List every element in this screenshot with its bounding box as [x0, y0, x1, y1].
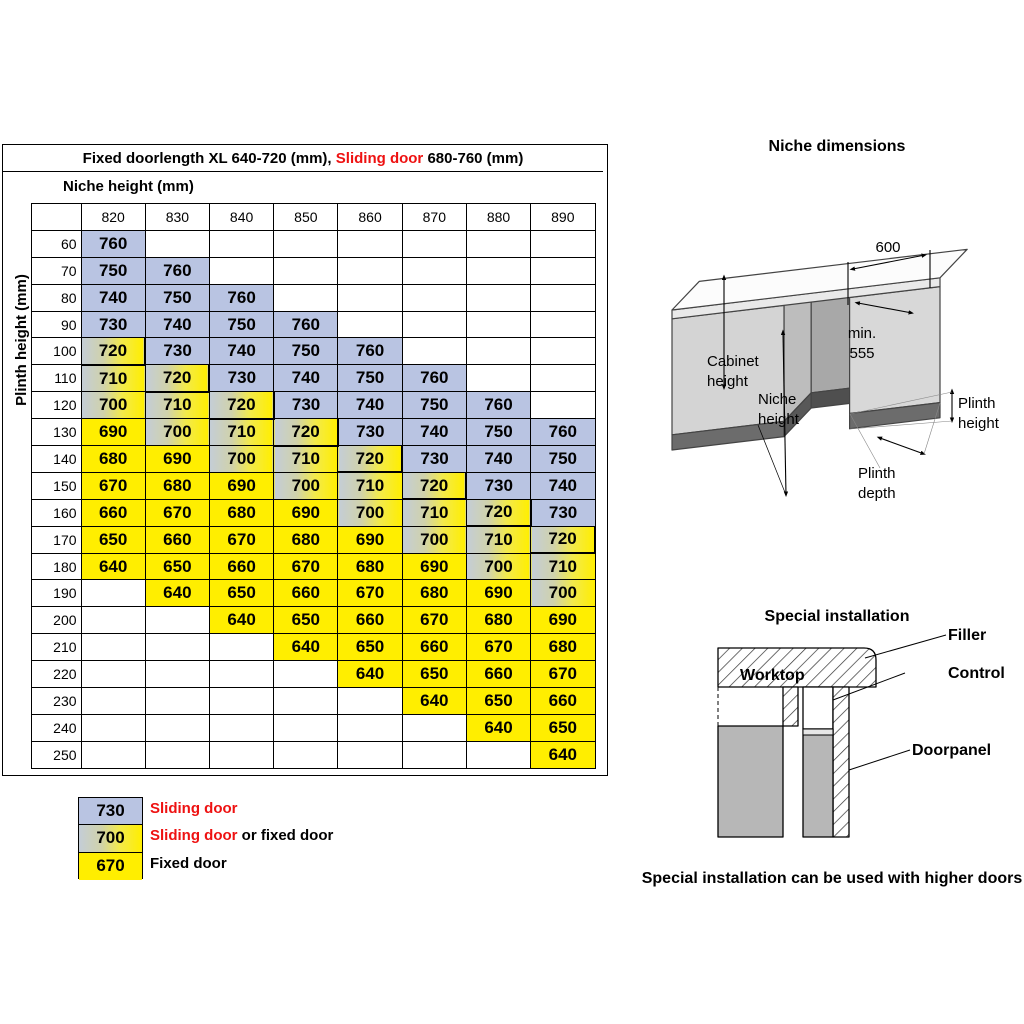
svg-text:height: height [958, 415, 1000, 432]
svg-text:Control: Control [948, 665, 1005, 682]
svg-text:Niche: Niche [758, 391, 796, 408]
svg-text:height: height [707, 373, 749, 390]
svg-text:Filler: Filler [948, 627, 986, 644]
svg-text:555: 555 [849, 345, 874, 362]
svg-text:Worktop: Worktop [740, 667, 805, 684]
svg-text:min.: min. [848, 325, 876, 342]
svg-text:Doorpanel: Doorpanel [912, 742, 991, 759]
svg-text:600: 600 [875, 239, 900, 256]
svg-text:Plinth: Plinth [958, 395, 996, 412]
svg-text:depth: depth [858, 485, 896, 502]
svg-text:height: height [758, 411, 800, 428]
svg-text:Plinth: Plinth [858, 465, 896, 482]
svg-text:Cabinet: Cabinet [707, 353, 760, 370]
